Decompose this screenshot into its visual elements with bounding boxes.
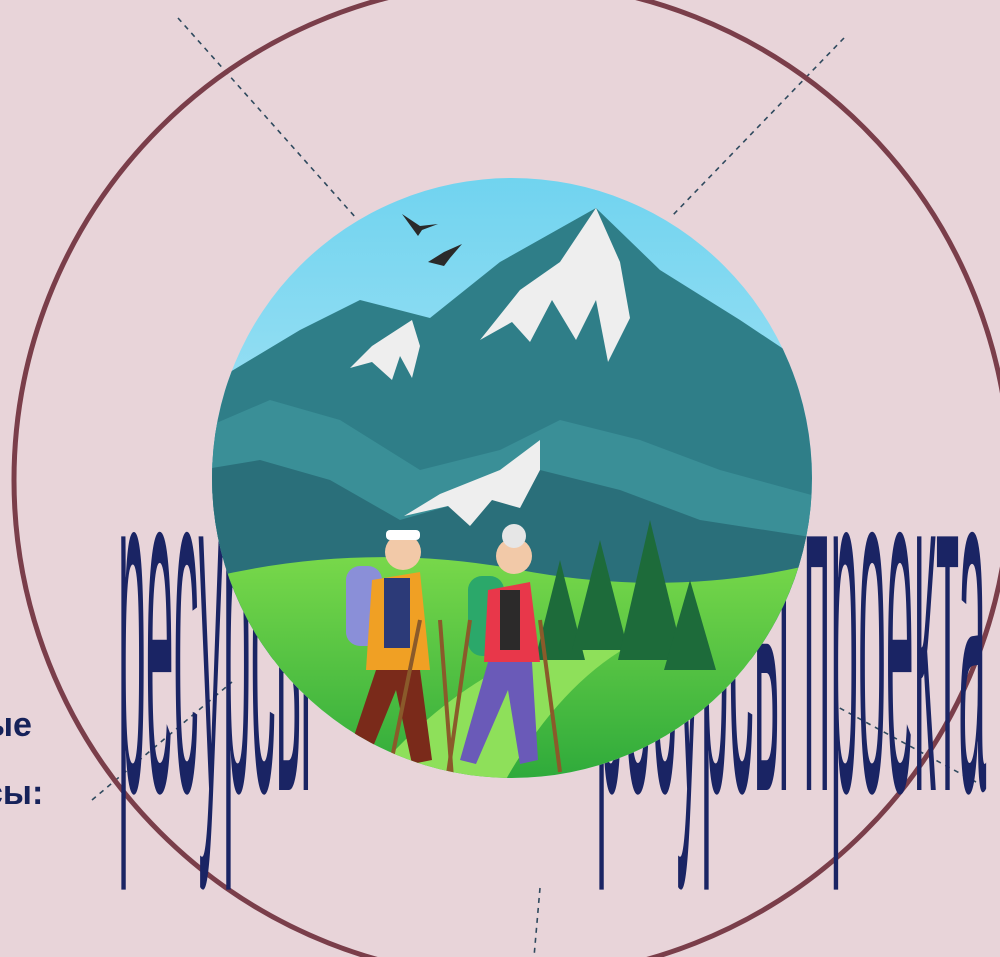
dash-line-bottom-right xyxy=(835,705,977,783)
fir-tree-icon xyxy=(535,520,716,670)
hiker-icon xyxy=(446,524,562,775)
snow-cap-front xyxy=(404,440,540,526)
dash-line-top-left xyxy=(177,17,357,219)
left-caption-line-1: ые xyxy=(0,706,32,744)
snow-cap-left xyxy=(350,320,420,380)
snow-cap-main xyxy=(480,208,630,362)
bird-icon xyxy=(402,214,438,236)
bird-icon xyxy=(428,244,462,266)
hiker-icon xyxy=(346,530,454,778)
left-caption-line-2: сы: xyxy=(0,774,44,812)
dash-line-top-right xyxy=(671,37,845,217)
dash-line-bottom xyxy=(533,887,541,957)
